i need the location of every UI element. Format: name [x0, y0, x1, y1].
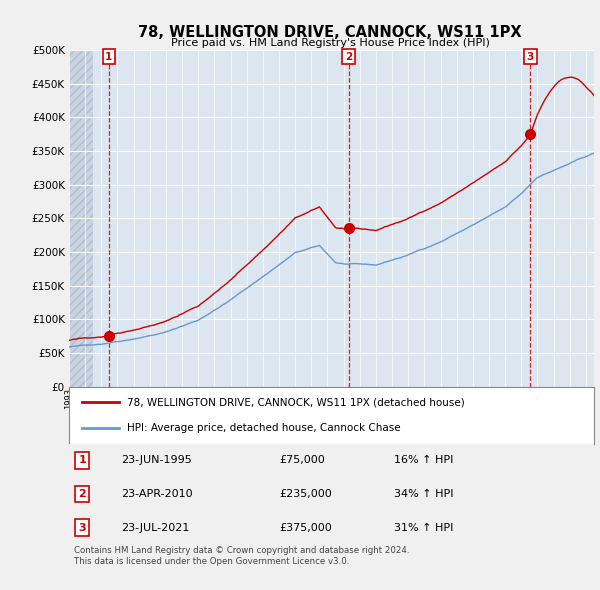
Text: 78, WELLINGTON DRIVE, CANNOCK, WS11 1PX (detached house): 78, WELLINGTON DRIVE, CANNOCK, WS11 1PX … — [127, 397, 464, 407]
Text: 1: 1 — [78, 455, 86, 466]
Text: 78, WELLINGTON DRIVE, CANNOCK, WS11 1PX: 78, WELLINGTON DRIVE, CANNOCK, WS11 1PX — [138, 25, 522, 40]
Text: 3: 3 — [79, 523, 86, 533]
Text: HPI: Average price, detached house, Cannock Chase: HPI: Average price, detached house, Cann… — [127, 423, 400, 433]
Text: Contains HM Land Registry data © Crown copyright and database right 2024.
This d: Contains HM Land Registry data © Crown c… — [74, 546, 410, 566]
Text: 2: 2 — [345, 52, 352, 62]
Text: £235,000: £235,000 — [279, 489, 332, 499]
Text: 1: 1 — [105, 52, 113, 62]
Text: £375,000: £375,000 — [279, 523, 332, 533]
Text: 23-JUN-1995: 23-JUN-1995 — [121, 455, 192, 466]
Bar — [69, 50, 93, 386]
Text: 2: 2 — [78, 489, 86, 499]
Text: 31% ↑ HPI: 31% ↑ HPI — [395, 523, 454, 533]
Text: 3: 3 — [527, 52, 534, 62]
Text: 23-APR-2010: 23-APR-2010 — [121, 489, 193, 499]
Text: 23-JUL-2021: 23-JUL-2021 — [121, 523, 190, 533]
Text: £75,000: £75,000 — [279, 455, 325, 466]
Text: 16% ↑ HPI: 16% ↑ HPI — [395, 455, 454, 466]
Text: Price paid vs. HM Land Registry's House Price Index (HPI): Price paid vs. HM Land Registry's House … — [170, 38, 490, 48]
Text: 34% ↑ HPI: 34% ↑ HPI — [395, 489, 454, 499]
